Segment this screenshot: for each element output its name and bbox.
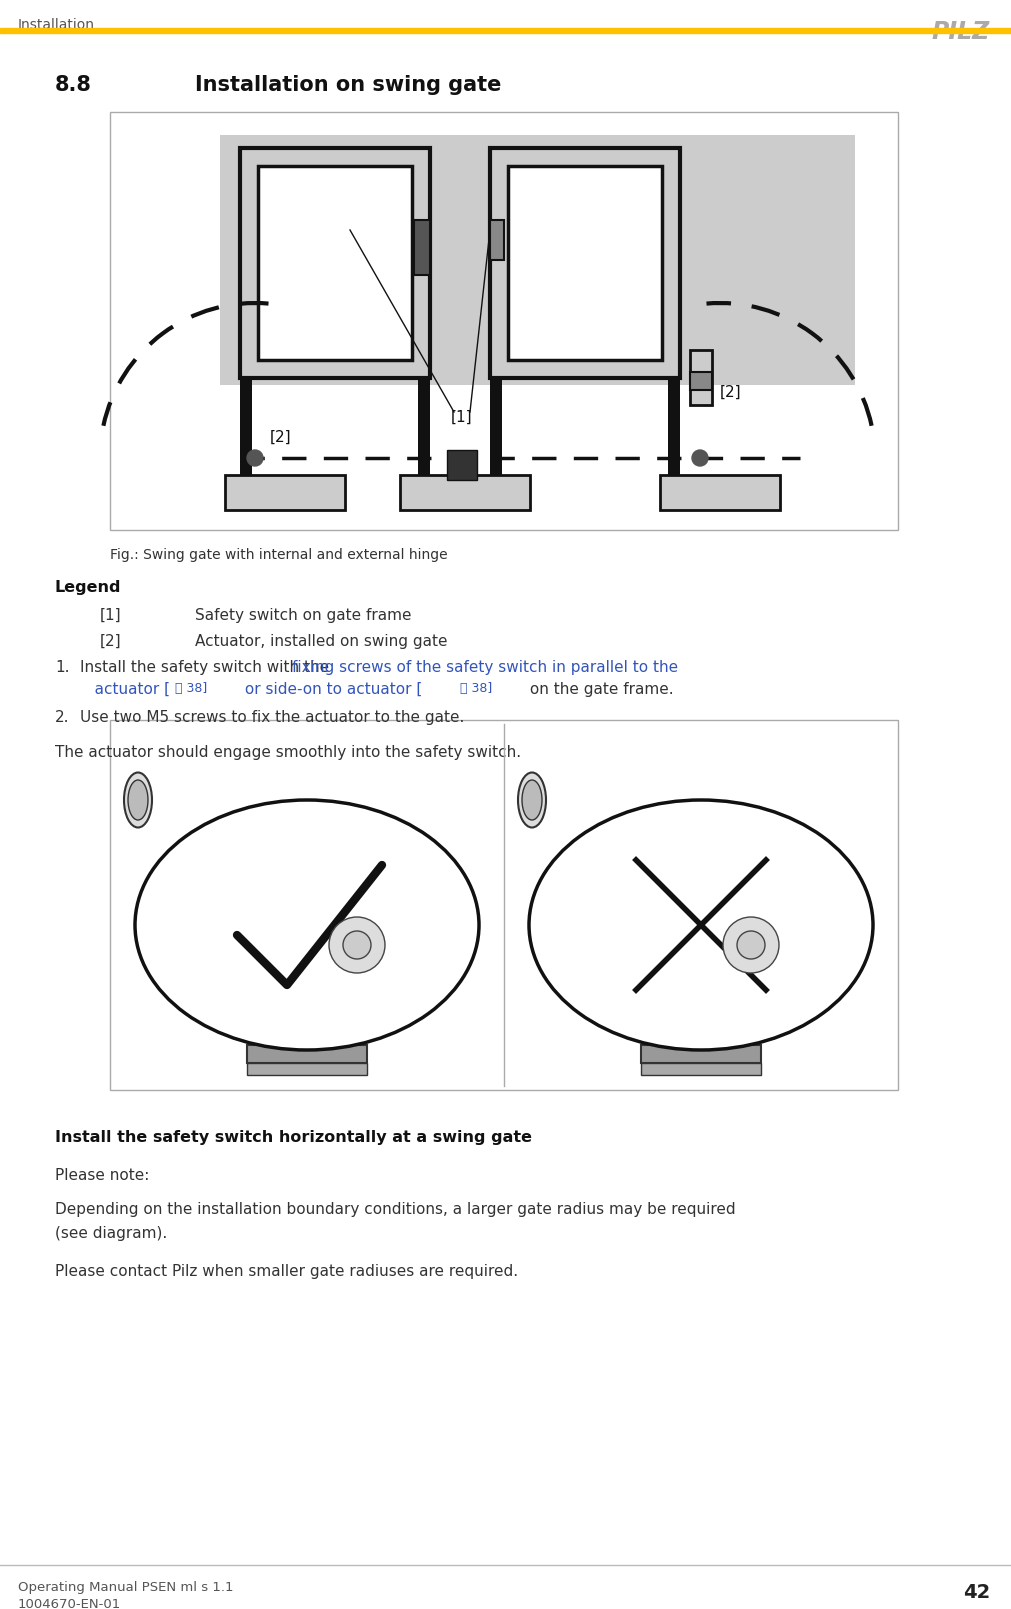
Bar (220, 135, 855, 385)
Text: Operating Manual PSEN ml s 1.1: Operating Manual PSEN ml s 1.1 (18, 1582, 234, 1595)
Text: [1]: [1] (100, 608, 121, 623)
Text: 42: 42 (962, 1583, 990, 1603)
Text: Installation on swing gate: Installation on swing gate (195, 76, 501, 95)
Bar (490, 378, 502, 475)
Bar (247, 1044, 367, 1064)
Text: 8.8: 8.8 (55, 76, 92, 95)
Text: 2.: 2. (55, 710, 70, 726)
Bar (690, 351, 712, 405)
Text: Installation: Installation (18, 18, 95, 32)
Text: Fig.: Swing gate with internal and external hinge: Fig.: Swing gate with internal and exter… (110, 549, 448, 562)
Circle shape (329, 917, 385, 973)
Bar (447, 451, 477, 479)
Bar (110, 113, 898, 529)
Bar (110, 719, 898, 1089)
Text: Actuator, installed on swing gate: Actuator, installed on swing gate (195, 634, 448, 648)
Bar (287, 830, 307, 845)
Text: 1.: 1. (55, 660, 70, 676)
Bar (706, 830, 726, 845)
Text: Use two M5 screws to fix the actuator to the gate.: Use two M5 screws to fix the actuator to… (80, 710, 464, 726)
Text: on the gate frame.: on the gate frame. (525, 682, 673, 697)
Ellipse shape (518, 772, 546, 827)
Bar (400, 475, 530, 510)
Text: or side-on to actuator [: or side-on to actuator [ (240, 682, 423, 697)
Circle shape (247, 451, 263, 467)
Circle shape (291, 813, 303, 824)
Bar (651, 830, 676, 848)
Bar (225, 475, 345, 510)
Text: Please note:: Please note: (55, 1168, 150, 1183)
Text: Safety switch on gate frame: Safety switch on gate frame (195, 608, 411, 623)
Bar (0, 27, 1011, 34)
Bar (668, 378, 680, 475)
Text: Please contact Pilz when smaller gate radiuses are required.: Please contact Pilz when smaller gate ra… (55, 1265, 518, 1279)
Text: [1]: [1] (451, 410, 473, 425)
Ellipse shape (522, 780, 542, 821)
Text: [2]: [2] (720, 385, 742, 401)
Circle shape (737, 932, 765, 959)
Circle shape (679, 806, 703, 830)
Circle shape (285, 806, 309, 830)
Bar (508, 166, 662, 360)
Bar (641, 1064, 761, 1075)
Circle shape (723, 917, 779, 973)
Bar (257, 830, 282, 848)
Bar (312, 830, 332, 845)
Bar (247, 1064, 367, 1075)
Text: 📖 38]: 📖 38] (460, 682, 492, 695)
Circle shape (692, 451, 708, 467)
Bar (240, 378, 252, 475)
Text: 📖 38]: 📖 38] (175, 682, 207, 695)
Ellipse shape (529, 800, 874, 1051)
Text: [2]: [2] (270, 430, 291, 446)
Bar (413, 220, 430, 275)
Text: [2]: [2] (100, 634, 121, 648)
Bar (681, 830, 701, 845)
Text: 1004670-EN-01: 1004670-EN-01 (18, 1598, 121, 1609)
Bar (418, 378, 430, 475)
Circle shape (685, 813, 697, 824)
Bar (690, 372, 712, 389)
Bar (641, 1044, 761, 1064)
Ellipse shape (128, 780, 148, 821)
Ellipse shape (124, 772, 152, 827)
Text: Install the safety switch with the: Install the safety switch with the (80, 660, 334, 676)
Ellipse shape (135, 800, 479, 1051)
Bar (258, 166, 412, 360)
Text: fixing screws of the safety switch in parallel to the: fixing screws of the safety switch in pa… (292, 660, 678, 676)
Text: Depending on the installation boundary conditions, a larger gate radius may be r: Depending on the installation boundary c… (55, 1202, 736, 1216)
Text: (see diagram).: (see diagram). (55, 1226, 167, 1241)
Text: Legend: Legend (55, 579, 121, 595)
Circle shape (343, 932, 371, 959)
Text: PILZ: PILZ (932, 19, 990, 43)
Bar (660, 475, 780, 510)
Bar (490, 148, 680, 378)
Text: Install the safety switch horizontally at a swing gate: Install the safety switch horizontally a… (55, 1130, 532, 1146)
Bar (490, 220, 504, 261)
Text: actuator [: actuator [ (80, 682, 170, 697)
Bar (240, 148, 430, 378)
Text: The actuator should engage smoothly into the safety switch.: The actuator should engage smoothly into… (55, 745, 521, 759)
